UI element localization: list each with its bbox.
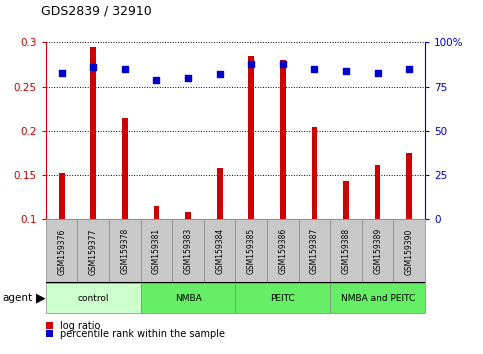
Bar xyxy=(59,173,65,219)
Text: control: control xyxy=(78,294,109,303)
Bar xyxy=(267,219,298,283)
Bar xyxy=(122,118,128,219)
Bar xyxy=(204,219,236,283)
Text: NMBA: NMBA xyxy=(175,294,201,303)
Bar xyxy=(343,181,349,219)
Point xyxy=(121,66,129,72)
Bar xyxy=(172,219,204,283)
Text: GSM159387: GSM159387 xyxy=(310,228,319,274)
Point xyxy=(58,70,66,75)
Text: GSM159386: GSM159386 xyxy=(278,228,287,274)
Point xyxy=(279,61,287,67)
Point xyxy=(89,64,97,70)
Bar xyxy=(280,60,286,219)
Bar xyxy=(154,206,159,219)
Text: GSM159389: GSM159389 xyxy=(373,228,382,274)
Bar xyxy=(141,219,172,283)
Bar xyxy=(109,219,141,283)
Point xyxy=(153,77,160,82)
Bar xyxy=(394,219,425,283)
Bar xyxy=(141,283,236,313)
Text: GSM159376: GSM159376 xyxy=(57,228,66,275)
Bar xyxy=(185,212,191,219)
Text: PEITC: PEITC xyxy=(270,294,295,303)
Text: agent: agent xyxy=(2,293,32,303)
Point xyxy=(247,61,255,67)
Point xyxy=(405,66,413,72)
Point xyxy=(342,68,350,74)
Bar xyxy=(236,219,267,283)
Text: GSM159384: GSM159384 xyxy=(215,228,224,274)
Point xyxy=(311,66,318,72)
Bar xyxy=(90,47,96,219)
Point xyxy=(216,72,224,77)
Text: NMBA and PEITC: NMBA and PEITC xyxy=(341,294,415,303)
Bar xyxy=(406,153,412,219)
Bar xyxy=(46,219,77,283)
Bar xyxy=(217,168,223,219)
Bar xyxy=(375,165,381,219)
Bar xyxy=(362,219,394,283)
Text: GSM159377: GSM159377 xyxy=(89,228,98,275)
Text: GSM159390: GSM159390 xyxy=(405,228,414,275)
Text: percentile rank within the sample: percentile rank within the sample xyxy=(60,329,226,339)
Bar xyxy=(236,283,330,313)
Bar xyxy=(312,127,317,219)
Text: GDS2839 / 32910: GDS2839 / 32910 xyxy=(41,5,152,18)
Bar xyxy=(46,283,141,313)
Point xyxy=(374,70,382,75)
Text: GSM159385: GSM159385 xyxy=(247,228,256,274)
Text: ▶: ▶ xyxy=(36,292,46,305)
Text: log ratio: log ratio xyxy=(60,321,101,331)
Text: GSM159383: GSM159383 xyxy=(184,228,193,274)
Text: GSM159378: GSM159378 xyxy=(120,228,129,274)
Bar xyxy=(298,219,330,283)
Bar xyxy=(330,283,425,313)
Text: GSM159388: GSM159388 xyxy=(341,228,351,274)
Bar xyxy=(77,219,109,283)
Bar xyxy=(330,219,362,283)
Bar xyxy=(248,56,254,219)
Point xyxy=(184,75,192,81)
Text: GSM159381: GSM159381 xyxy=(152,228,161,274)
